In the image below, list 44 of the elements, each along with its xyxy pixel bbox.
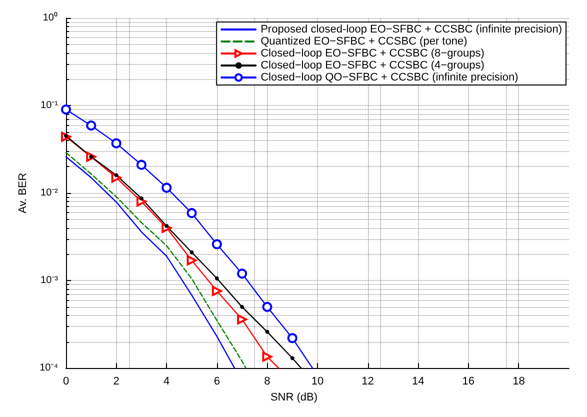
y-tick-label: 10⁰ <box>42 12 58 24</box>
x-tick-label: 2 <box>113 376 120 388</box>
point <box>136 196 146 207</box>
x-tick-label: 16 <box>462 376 475 388</box>
x-tick-label: 6 <box>214 376 220 388</box>
point <box>237 314 248 324</box>
point <box>265 330 270 334</box>
point <box>212 286 222 296</box>
point <box>214 276 219 280</box>
point <box>162 182 172 193</box>
y-tick-label: 10⁻⁴ <box>40 362 58 374</box>
point <box>290 356 294 360</box>
legend-label: Closed−loop QO−SFBC + CCSBC (infinite precision) <box>260 72 518 84</box>
point <box>186 255 197 266</box>
point <box>190 250 194 254</box>
point <box>61 104 71 115</box>
y-tick-label: 10⁻² <box>40 188 59 199</box>
point <box>287 333 298 344</box>
point <box>136 160 146 170</box>
legend-label: Proposed closed-loop EO−SFBC + CCSBC (infinite precision) <box>260 24 562 36</box>
point <box>212 239 222 250</box>
x-tick-label: 14 <box>412 376 424 388</box>
point <box>240 304 244 309</box>
x-tick-label: 4 <box>164 376 170 388</box>
point <box>262 302 272 312</box>
x-tick-label: 18 <box>512 376 525 388</box>
point <box>114 173 118 178</box>
legend-label: Quantized EO−SFBC + CCSBC (per tone) <box>260 36 468 48</box>
point <box>111 138 122 148</box>
x-tick-label: 12 <box>362 376 374 388</box>
point <box>139 196 144 200</box>
point <box>186 208 197 218</box>
point <box>237 268 248 279</box>
point <box>86 120 96 131</box>
x-tick-label: 0 <box>62 376 70 388</box>
x-tick-label: 10 <box>311 376 324 388</box>
y-axis-title: Av. BER <box>17 172 30 214</box>
legend-label: Closed−loop EO−SFBC + CCSBC (4−groups) <box>260 60 484 72</box>
legend-label: Closed−loop EO−SFBC + CCSBC (8−groups) <box>260 48 484 60</box>
x-axis-title: SNR (dB) <box>270 392 318 404</box>
y-tick-label: 10⁻¹ <box>40 100 59 112</box>
x-tick-label: 8 <box>264 376 270 388</box>
y-tick-label: 10⁻³ <box>40 275 59 286</box>
point <box>262 352 272 362</box>
